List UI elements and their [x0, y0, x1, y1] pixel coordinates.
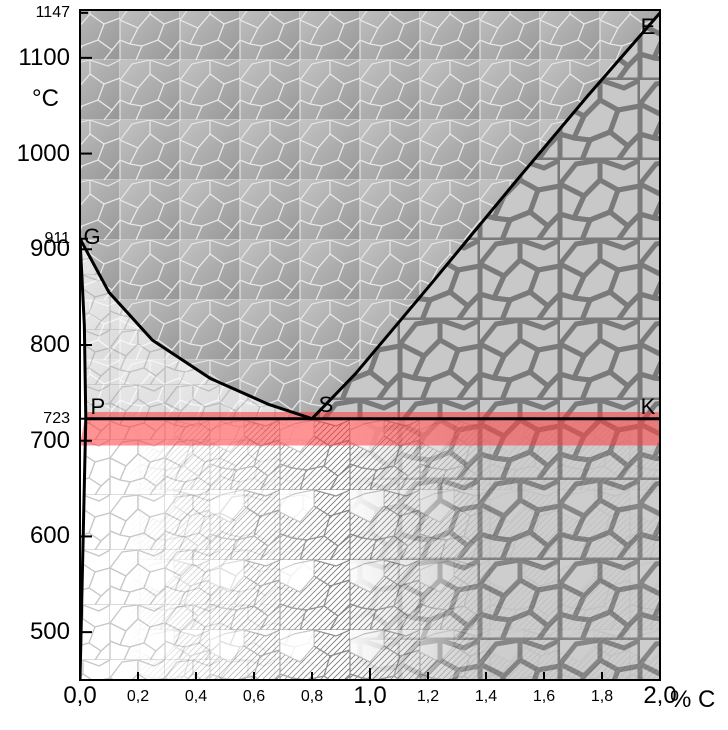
x-minor-tick-label: 0,6 [243, 688, 265, 706]
x-minor-tick-label: 0,2 [127, 688, 149, 706]
y-tick-label: 1000 [17, 140, 70, 168]
region-pearlite-cementite [80, 419, 660, 680]
y-tick-label: 700 [30, 427, 70, 455]
y-tick-label: 800 [30, 331, 70, 359]
x-axis-unit: % C [670, 686, 715, 714]
diagram-svg [0, 0, 728, 730]
x-minor-tick-label: 1,4 [475, 688, 497, 706]
y-axis-unit: °C [32, 85, 59, 113]
x-tick-label: 1,0 [353, 682, 386, 710]
phase-diagram: 500600700800900100011007239111147 0,01,0… [0, 0, 728, 730]
y-tick-label: 500 [30, 618, 70, 646]
x-minor-tick-label: 1,8 [591, 688, 613, 706]
y-extra-tick-label: 911 [44, 230, 70, 248]
y-extra-tick-label: 723 [43, 410, 70, 428]
x-minor-tick-label: 1,2 [417, 688, 439, 706]
eutectoid-band [80, 412, 660, 446]
x-minor-tick-label: 0,8 [301, 688, 323, 706]
x-minor-tick-label: 1,6 [533, 688, 555, 706]
y-tick-label: 600 [30, 522, 70, 550]
x-tick-label: 0,0 [63, 682, 96, 710]
y-extra-tick-label: 1147 [36, 4, 70, 22]
x-minor-tick-label: 0,4 [185, 688, 207, 706]
y-tick-label: 1100 [18, 44, 70, 72]
